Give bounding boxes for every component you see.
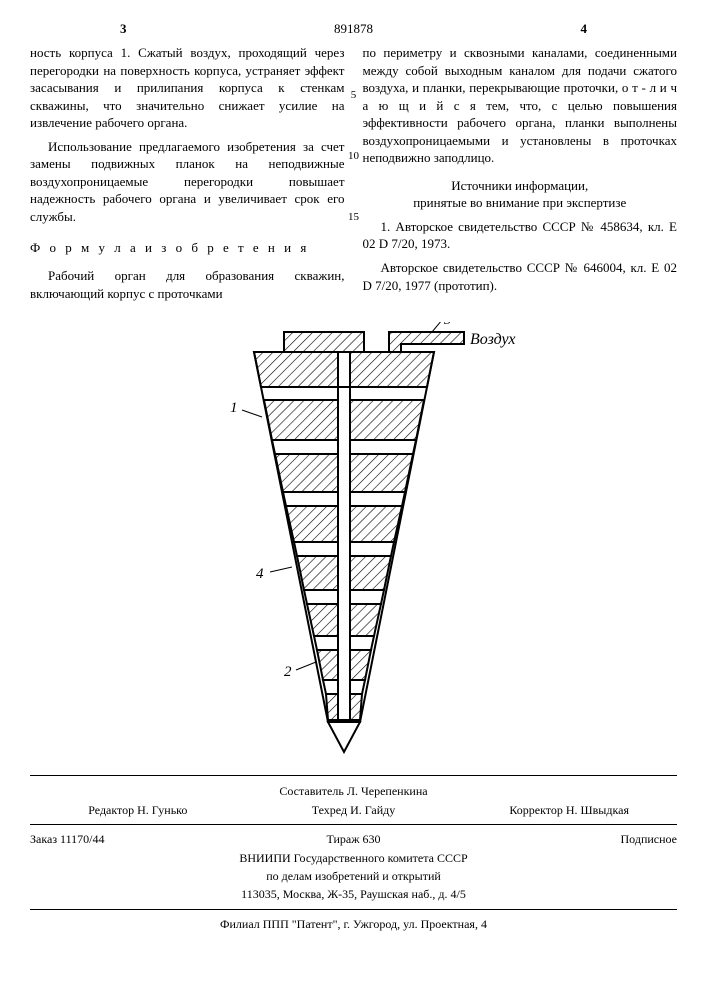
branch-line: Филиал ППП "Патент", г. Ужгород, ул. Про… [30, 916, 677, 932]
paragraph: ность корпуса 1. Сжатый воздух, проходящ… [30, 44, 345, 132]
document-number: 891878 [334, 20, 373, 38]
reference: Авторское свидетельство СССР № 646004, к… [363, 259, 678, 294]
org-line-1: ВНИИПИ Государственного комитета СССР [30, 849, 677, 867]
right-column: по периметру и сквозными каналами, соеди… [363, 44, 678, 308]
org-line-2: по делам изобретений и открытий [30, 867, 677, 885]
callout-1: 1 [230, 400, 238, 416]
podpisnoe: Подписное [461, 831, 677, 847]
line-marker: 5 [345, 88, 363, 103]
page-header: 3 891878 4 [30, 20, 677, 36]
line-marker: 15 [345, 210, 363, 225]
page-number-right: 4 [581, 20, 588, 38]
separator [30, 824, 677, 825]
tirazh: Тираж 630 [246, 831, 462, 847]
techred: Техред И. Гайду [246, 802, 462, 818]
sources-subheading: принятые во внимание при экспертизе [363, 194, 678, 212]
figure: 3 Воздух [30, 322, 677, 767]
air-label: Воздух [470, 331, 515, 348]
separator [30, 909, 677, 910]
diagram-svg: 3 Воздух [184, 322, 524, 762]
paragraph: Использование предлагаемого изобретения … [30, 138, 345, 226]
line-marker: 10 [345, 149, 363, 164]
corrector: Корректор Н. Швыдкая [461, 802, 677, 818]
text-columns: 5 10 15 ность корпуса 1. Сжатый воздух, … [30, 44, 677, 308]
formula-heading: Ф о р м у л а и з о б р е т е н и я [30, 239, 345, 257]
order-number: Заказ 11170/44 [30, 831, 246, 847]
paragraph: Рабочий орган для образования скважин, в… [30, 267, 345, 302]
address-line: 113035, Москва, Ж-35, Раушская наб., д. … [30, 885, 677, 903]
compiler-line: Составитель Л. Черепенкина [30, 782, 677, 800]
line-number-gutter: 5 10 15 [345, 44, 363, 271]
callout-2: 2 [284, 664, 292, 680]
print-info-row: Заказ 11170/44 Тираж 630 Подписное [30, 831, 677, 847]
page-number-left: 3 [120, 20, 127, 38]
editor: Редактор Н. Гунько [30, 802, 246, 818]
paragraph: по периметру и сквозными каналами, соеди… [363, 44, 678, 167]
left-column: ность корпуса 1. Сжатый воздух, проходящ… [30, 44, 345, 308]
credits-row: Редактор Н. Гунько Техред И. Гайду Корре… [30, 802, 677, 818]
callout-4: 4 [256, 566, 264, 582]
reference: 1. Авторское свидетельство СССР № 458634… [363, 218, 678, 253]
callout-3: 3 [443, 322, 451, 328]
separator [30, 775, 677, 776]
sources-heading: Источники информации, [363, 177, 678, 195]
